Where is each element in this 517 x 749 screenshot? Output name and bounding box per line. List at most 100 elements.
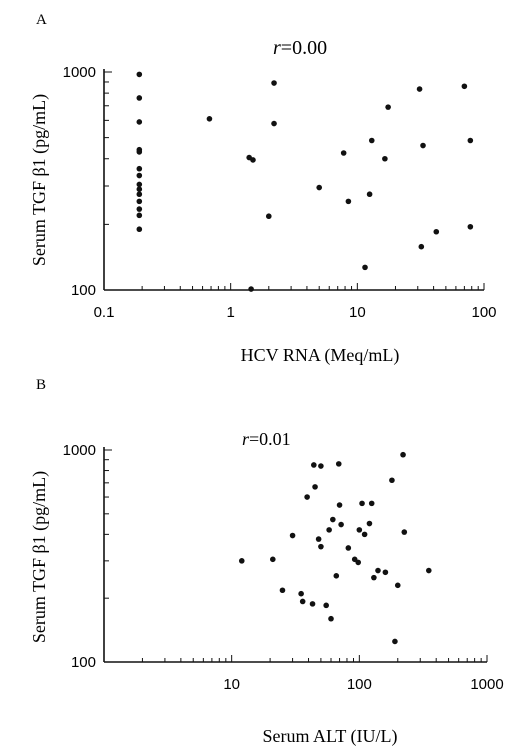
panel-a-data-point xyxy=(461,83,468,90)
panel-b-data-point xyxy=(338,521,344,528)
panel-a-data-point xyxy=(136,198,143,205)
panel-b-y-axis-title: Serum TGF β1 (pg/mL) xyxy=(29,471,50,643)
panel-a-data-point xyxy=(467,137,474,144)
panel-b-x-tick-label: 100 xyxy=(347,676,372,693)
panel-b-data-point xyxy=(328,615,334,622)
panel-b: B r=0.01 Serum TGF β1 (pg/mL) Serum ALT … xyxy=(29,377,504,747)
panel-b-data-point xyxy=(289,532,296,539)
panel-b-data-point xyxy=(382,569,389,576)
panel-a-data-point xyxy=(420,142,426,149)
panel-a-y-tick-label: 1000 xyxy=(63,64,96,81)
panel-b-points xyxy=(238,451,432,645)
panel-b-data-point xyxy=(375,567,381,574)
panel-b-x-tick-label: 10 xyxy=(223,676,240,693)
panel-a-data-point xyxy=(136,212,143,219)
panel-a-data-point xyxy=(385,104,391,110)
panel-b-data-point xyxy=(366,520,373,527)
panel-b-data-point xyxy=(400,451,406,458)
panel-a-correlation: r=0.00 xyxy=(273,37,327,59)
panel-a-x-tick-label: 100 xyxy=(471,304,496,321)
panel-b-data-point xyxy=(330,516,336,523)
panel-a-y-axis-title: Serum TGF β1 (pg/mL) xyxy=(29,94,50,266)
panel-a-y-tick-label: 100 xyxy=(71,282,96,299)
panel-a-tick-labels: 0.1 1 10 100 100 1000 xyxy=(63,64,497,321)
panel-a-data-point xyxy=(136,119,143,125)
panel-a-data-point xyxy=(136,95,143,101)
panel-a-data-point xyxy=(316,184,323,191)
panel-b-data-point xyxy=(333,573,340,579)
panel-a-data-point xyxy=(136,71,143,78)
panel-b-tick-labels: 10 100 1000 100 1000 xyxy=(63,442,504,693)
panel-a-data-point xyxy=(248,286,254,292)
panel-a-data-point xyxy=(136,186,143,192)
panel-a-data-point xyxy=(467,223,474,230)
panel-b-data-point xyxy=(425,567,432,574)
panel-a-data-point xyxy=(136,165,143,172)
panel-a-data-point xyxy=(136,191,143,198)
panel-b-data-point xyxy=(389,477,395,484)
panel-a-data-point xyxy=(136,149,143,155)
panel-a-data-point xyxy=(418,243,425,250)
panel-a-points xyxy=(136,71,474,292)
panel-b-data-point xyxy=(336,502,343,508)
panel-b-y-tick-label: 100 xyxy=(71,654,96,671)
panel-b-data-point xyxy=(359,500,365,507)
panel-a-data-point xyxy=(366,191,373,198)
panel-a-label: A xyxy=(36,12,47,28)
panel-a-data-point xyxy=(368,137,375,144)
panel-b-data-point xyxy=(315,536,322,542)
panel-b-data-point xyxy=(311,462,317,468)
panel-b-data-point xyxy=(356,527,363,533)
panel-b-data-point xyxy=(392,638,398,645)
panel-a-data-point xyxy=(416,86,423,92)
panel-a-correlation-symbol: r xyxy=(273,37,281,59)
panel-a-data-point xyxy=(250,157,256,163)
panel-b-data-point xyxy=(318,543,324,550)
panel-b-data-point xyxy=(298,590,304,597)
panel-a-x-tick-label: 0.1 xyxy=(94,304,115,321)
panel-b-data-point xyxy=(270,556,276,563)
panel-b-data-point xyxy=(355,559,362,566)
panel-b-data-point xyxy=(326,527,332,533)
panel-a-data-point xyxy=(340,150,347,156)
panel-b-data-point xyxy=(238,558,245,564)
panel-b-data-point xyxy=(371,574,377,581)
panel-b-data-point xyxy=(299,598,306,605)
panel-a: A r=0.00 Serum TGF β1 (pg/mL) HCV RNA (M… xyxy=(29,12,497,366)
panel-b-data-point xyxy=(309,601,316,607)
panel-b-data-point xyxy=(318,463,324,469)
panel-b-data-point xyxy=(323,602,329,609)
panel-b-data-point xyxy=(304,494,310,500)
panel-b-x-tick-label: 1000 xyxy=(470,676,503,693)
panel-b-correlation-value: =0.01 xyxy=(249,429,291,449)
panel-b-data-point xyxy=(368,500,375,507)
panel-a-data-point xyxy=(271,80,277,86)
panel-b-correlation: r=0.01 xyxy=(242,429,291,449)
panel-b-data-point xyxy=(361,531,368,538)
panel-b-label: B xyxy=(36,377,46,393)
panel-b-data-point xyxy=(335,461,342,467)
panel-a-x-tick-label: 1 xyxy=(226,304,234,321)
panel-b-data-point xyxy=(394,582,401,589)
panel-a-data-point xyxy=(265,213,272,220)
panel-a-axes xyxy=(103,69,485,291)
panel-b-x-axis-title: Serum ALT (IU/L) xyxy=(263,726,398,747)
panel-b-correlation-symbol: r xyxy=(242,429,250,449)
panel-a-data-point xyxy=(136,172,143,179)
panel-a-data-point xyxy=(433,228,440,235)
panel-a-data-point xyxy=(136,206,143,212)
panel-b-axes xyxy=(103,447,488,663)
panel-a-data-point xyxy=(362,264,368,271)
panel-b-data-point xyxy=(345,545,352,551)
panel-a-data-point xyxy=(271,120,277,127)
panel-b-data-point xyxy=(312,484,318,490)
panel-a-data-point xyxy=(136,226,143,233)
panel-b-y-tick-label: 1000 xyxy=(63,442,96,459)
panel-a-data-point xyxy=(206,115,213,122)
panel-a-x-tick-label: 10 xyxy=(349,304,366,321)
panel-b-data-point xyxy=(401,529,408,535)
panel-a-x-axis-title: HCV RNA (Meq/mL) xyxy=(241,345,400,366)
panel-a-data-point xyxy=(382,155,388,162)
panel-a-correlation-value: =0.00 xyxy=(281,37,327,59)
